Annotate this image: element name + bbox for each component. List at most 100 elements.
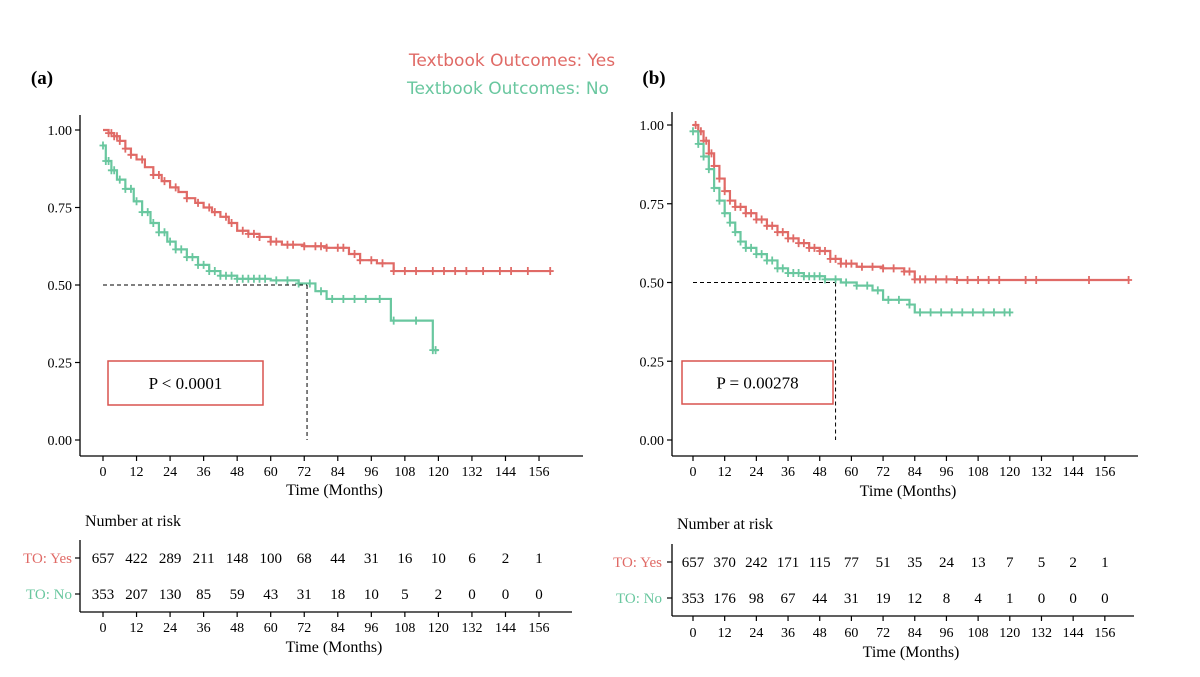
x-tick-label: 72 [876, 465, 890, 480]
risk-count: 19 [876, 591, 891, 607]
censor-mark-yes [113, 132, 121, 141]
risk-x-tick-label: 132 [1031, 626, 1052, 641]
y-tick-label: 1.00 [640, 119, 665, 134]
risk-count: 35 [907, 555, 922, 571]
censor-mark-yes [890, 264, 898, 273]
censor-mark-yes [995, 275, 1003, 284]
x-tick-label: 120 [999, 465, 1020, 480]
x-tick-label: 156 [1094, 465, 1115, 480]
risk-count: 7 [1006, 555, 1014, 571]
censor-mark-yes [779, 228, 787, 237]
censor-mark-no [816, 272, 824, 281]
censor-mark-no [283, 276, 291, 285]
censor-mark-yes [205, 203, 213, 212]
x-tick-label: 108 [968, 465, 989, 480]
risk-x-tick-label: 96 [939, 626, 953, 641]
censor-mark-yes [138, 155, 146, 164]
censor-mark-no [948, 308, 956, 317]
risk-count: 370 [713, 555, 736, 571]
risk-count: 289 [159, 551, 182, 567]
x-tick-label: 48 [813, 465, 827, 480]
censor-mark-yes [116, 136, 124, 145]
censor-mark-no [160, 228, 168, 237]
censor-mark-yes [524, 267, 532, 276]
survival-curve-no [693, 130, 1010, 314]
risk-count: 68 [297, 551, 312, 567]
risk-x-tick-label: 0 [100, 621, 107, 636]
risk-count: 77 [844, 555, 860, 571]
risk-x-tick-label: 36 [781, 626, 795, 641]
x-tick-label: 132 [1031, 465, 1052, 480]
risk-x-tick-label: 48 [230, 621, 244, 636]
censor-mark-no [110, 166, 118, 175]
censor-mark-no [149, 219, 157, 227]
censor-mark-yes [440, 267, 448, 276]
censor-mark-yes [272, 237, 280, 246]
risk-row-label: TO: Yes [613, 555, 662, 571]
risk-count: 130 [159, 587, 182, 603]
risk-x-axis-title: Time (Months) [286, 639, 383, 656]
censor-mark-yes [1085, 275, 1093, 284]
censor-mark-yes [847, 259, 855, 268]
censor-mark-no [306, 279, 314, 288]
censor-mark-yes [479, 267, 487, 276]
censor-mark-no [710, 184, 718, 192]
censor-mark-no [726, 218, 734, 227]
censor-mark-yes [789, 234, 797, 243]
x-tick-label: 144 [1063, 465, 1084, 480]
risk-count: 176 [713, 591, 736, 607]
risk-x-tick-label: 96 [364, 621, 378, 636]
censor-mark-no [295, 279, 303, 288]
censor-mark-no [916, 308, 924, 317]
risk-x-tick-label: 84 [331, 621, 345, 636]
censor-mark-yes [921, 275, 929, 284]
censor-mark-yes [412, 267, 420, 276]
risk-count: 85 [196, 587, 211, 603]
risk-x-tick-label: 48 [813, 626, 827, 641]
p-value-box [107, 360, 264, 406]
censor-mark-yes [942, 275, 950, 284]
legend-item-yes: Textbook Outcomes: Yes [408, 51, 615, 71]
panel-a: (a)0.000.250.500.751.000 12 24 36 48 60 72 84 96… [23, 68, 583, 656]
censor-mark-yes [222, 212, 230, 221]
censor-mark-no [705, 165, 713, 174]
censor-mark-no [261, 274, 269, 283]
legend: Textbook Outcomes: Yes Textbook Outcomes… [406, 51, 615, 99]
censor-mark-yes [974, 275, 982, 284]
censor-mark-yes [401, 267, 409, 276]
censor-mark-no [133, 197, 141, 206]
censor-mark-yes [462, 267, 470, 276]
risk-count: 100 [259, 551, 282, 567]
censor-mark-yes [702, 136, 710, 145]
risk-x-tick-label: 156 [1094, 626, 1115, 641]
risk-count: 59 [230, 587, 245, 603]
censor-mark-yes [953, 275, 961, 284]
risk-count: 67 [781, 591, 797, 607]
censor-mark-no [842, 278, 850, 287]
censor-mark-yes [1022, 275, 1030, 284]
risk-count: 12 [907, 591, 922, 607]
risk-count: 115 [809, 555, 831, 571]
censor-mark-no [863, 281, 871, 290]
censor-mark-no [228, 271, 236, 280]
censor-mark-yes [692, 121, 700, 129]
censor-mark-yes [317, 242, 325, 251]
risk-count: 43 [263, 587, 278, 603]
risk-x-tick-label: 84 [908, 626, 922, 641]
x-tick-label: 84 [331, 465, 345, 480]
risk-table-title: Number at risk [85, 513, 181, 530]
censor-mark-no [779, 264, 787, 273]
censor-mark-yes [810, 243, 818, 252]
censor-mark-yes [356, 256, 364, 265]
x-tick-label: 132 [461, 465, 482, 480]
censor-mark-yes [339, 243, 347, 252]
risk-count: 353 [92, 587, 115, 603]
risk-count: 1 [1006, 591, 1014, 607]
panel-label: (b) [642, 68, 665, 89]
risk-count: 16 [397, 551, 413, 567]
censor-mark-no [362, 294, 370, 303]
x-tick-label: 120 [428, 465, 449, 480]
risk-count: 171 [777, 555, 800, 571]
risk-count: 24 [939, 555, 955, 571]
censor-mark-no [927, 308, 935, 317]
